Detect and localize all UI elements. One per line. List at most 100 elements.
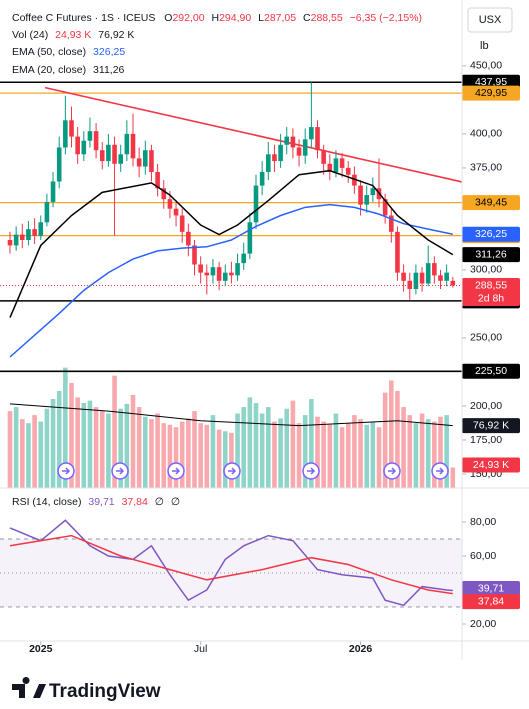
volume-bar: [241, 407, 246, 488]
currency-button[interactable]: [467, 7, 513, 33]
volume-bar: [87, 400, 93, 488]
event-icon-arrow: [228, 467, 237, 475]
currency[interactable]: USX: [479, 14, 502, 26]
level-label-box: [462, 363, 520, 379]
volume-bar: [32, 415, 37, 488]
y-tick-label: 250,00: [470, 332, 502, 344]
volume-bar: [7, 411, 13, 488]
change-value: −6,35 (−2,15%): [350, 12, 422, 24]
event-icon-arrow: [116, 467, 125, 475]
volume-bar: [136, 407, 142, 488]
candle-body: [179, 215, 185, 232]
volume-bar: [438, 416, 443, 488]
candle-body: [389, 215, 394, 232]
candle-body: [222, 272, 228, 281]
candle-body: [235, 263, 240, 276]
volume-bar: [50, 399, 56, 488]
volume-bar: [118, 408, 123, 488]
volume-bar: [161, 423, 167, 488]
ema50-legend: EMA (50, close) 326,25: [12, 46, 125, 58]
candle-body: [352, 174, 357, 186]
candle-body: [302, 139, 308, 156]
volume-bar: [278, 418, 283, 488]
candle-body: [20, 234, 25, 240]
volume-bar: [382, 392, 388, 488]
rsi-y-tick-label: 80,00: [470, 516, 496, 528]
candle-body: [204, 272, 210, 276]
rsi-line: [9, 519, 453, 607]
event-icon-arrow: [62, 467, 71, 475]
candle-body: [364, 195, 369, 205]
volume-bar: [229, 432, 234, 488]
level-label-text: 429,95: [475, 87, 507, 99]
candle-body: [173, 208, 179, 216]
level-label-box: [462, 85, 520, 101]
symbol-legend: Coffee C Futures · 1S · ICEUS O292,00 H2…: [12, 12, 422, 24]
y-tick-label: 175,00: [470, 434, 502, 446]
last-price-text: 288,55: [475, 279, 507, 291]
high-key: H: [212, 12, 220, 24]
volume-bar: [63, 367, 68, 488]
volume-ma-value: 76,92 K: [98, 29, 134, 41]
candle-body: [407, 280, 413, 289]
volume-bar: [407, 415, 413, 488]
volume-bar: [112, 375, 117, 488]
volume-bar: [333, 413, 339, 488]
candle-body: [124, 133, 130, 155]
logo: TradingView: [12, 677, 161, 702]
rsi-label-box: [462, 594, 520, 610]
rsi-y-tick-label: 20,00: [470, 618, 496, 630]
volume-bar: [395, 390, 400, 488]
candle-body: [112, 144, 117, 164]
candle-body: [69, 120, 74, 137]
candle-body: [290, 136, 296, 148]
event-icon-arrow: [436, 467, 445, 475]
volume-bar: [93, 407, 99, 488]
candle-body: [7, 239, 13, 246]
candle-body: [210, 267, 216, 276]
volume-bar: [222, 431, 228, 488]
candle-body: [296, 147, 302, 156]
candle-body: [50, 181, 56, 202]
candle-body: [192, 245, 197, 265]
volume-bar: [309, 399, 314, 488]
candle-body: [438, 275, 443, 281]
unit: lb: [480, 40, 489, 52]
ema50-name: EMA (50, close): [12, 46, 86, 58]
candle-body: [99, 150, 105, 162]
volume-bar: [432, 421, 437, 488]
volume-bar: [321, 421, 326, 488]
volume-bar: [173, 427, 179, 488]
rsi-label-box: [462, 580, 520, 596]
ema-label-box: [462, 247, 520, 263]
volume-bar: [124, 403, 130, 488]
close-key: C: [303, 12, 311, 24]
event-icon-arrow: [172, 467, 181, 475]
volume-bar: [69, 382, 74, 488]
volume-bar: [20, 419, 25, 488]
volume-bar: [253, 403, 259, 488]
rsi-value: 39,71: [88, 496, 114, 508]
candle-body: [401, 272, 406, 281]
countdown-text: 2d 8h: [478, 292, 504, 304]
volume-bar: [327, 424, 333, 488]
volume-bar: [149, 419, 154, 488]
volume-bar: [247, 397, 253, 488]
volume-bar: [38, 421, 44, 488]
open-key: O: [164, 12, 172, 24]
volume-bar: [235, 413, 240, 488]
candle-body: [161, 188, 167, 200]
y-tick-label: 200,00: [470, 400, 502, 412]
candle-body: [339, 158, 345, 168]
logo-icon: [12, 677, 46, 698]
y-tick-label: 300,00: [470, 264, 502, 276]
candle-body: [155, 171, 160, 189]
candle-body: [118, 154, 123, 164]
candle-body: [75, 136, 80, 155]
candle-body: [63, 120, 68, 148]
open-value: 292,00: [172, 12, 204, 24]
volume-bar: [413, 423, 419, 488]
level-label-box: [462, 195, 520, 211]
candle-body: [56, 147, 62, 182]
volume-label-box: [462, 457, 520, 473]
